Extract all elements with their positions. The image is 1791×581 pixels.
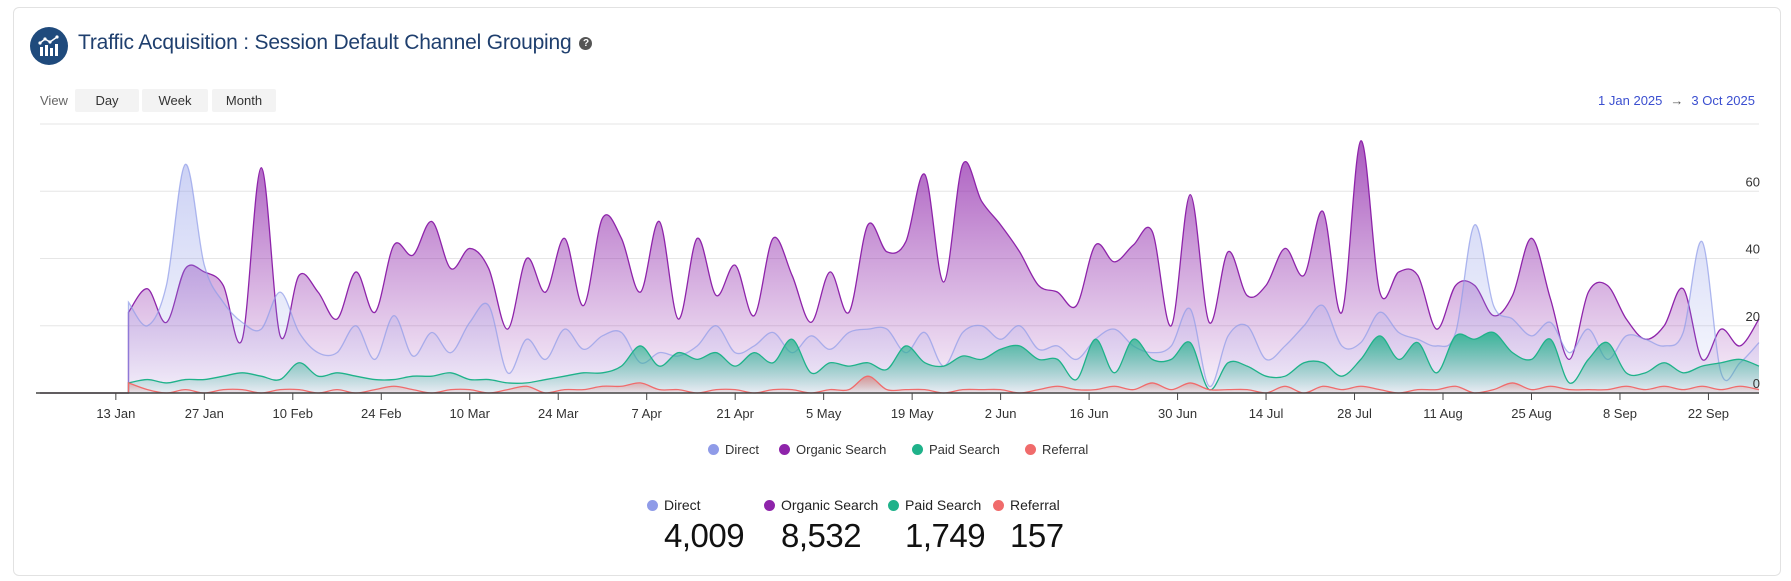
y-tick-label: 0 — [1753, 376, 1760, 391]
legend-direct[interactable]: Direct — [708, 442, 759, 457]
line-direct — [40, 163, 1760, 394]
title-text: Traffic Acquisition : Session Default Ch… — [78, 31, 572, 54]
date-range-end[interactable]: 3 Oct 2025 — [1691, 93, 1755, 108]
x-tick-label: 28 Jul — [1337, 406, 1372, 421]
x-tick-label: 19 May — [891, 406, 934, 421]
traffic-area-chart: 13 Jan 27 Jan 10 Feb 24 Feb 10 Mar 24 Mar 7 Ap… — [36, 123, 1760, 421]
x-tick-label: 22 Sep — [1688, 406, 1729, 421]
area-organic-search — [128, 140, 1760, 393]
legend-organic-search[interactable]: Organic Search — [779, 442, 886, 457]
total-label: Direct — [664, 497, 701, 513]
x-tick-label: 8 Sep — [1603, 406, 1637, 421]
x-tick-label: 10 Feb — [273, 406, 313, 421]
dot-icon — [993, 500, 1004, 511]
total-label: Paid Search — [905, 497, 982, 513]
arrow-right-icon: → — [1670, 93, 1684, 108]
legend-label: Organic Search — [796, 442, 887, 457]
view-month-button[interactable]: Month — [212, 89, 276, 112]
total-organic-search: Organic Search 8,532 — [764, 497, 878, 555]
legend-dot-icon — [912, 444, 923, 455]
x-tick-label: 5 May — [806, 406, 842, 421]
legend-dot-icon — [1025, 444, 1036, 455]
dot-icon — [888, 500, 899, 511]
x-tick-label: 25 Aug — [1511, 406, 1552, 421]
legend-label: Direct — [725, 442, 759, 457]
x-tick-label: 14 Jul — [1249, 406, 1284, 421]
view-label: View — [40, 93, 68, 108]
view-week-button[interactable]: Week — [142, 89, 208, 112]
x-tick-label: 2 Jun — [985, 406, 1017, 421]
date-range-start[interactable]: 1 Jan 2025 — [1598, 93, 1663, 108]
page-title: Traffic Acquisition : Session Default Ch… — [78, 31, 593, 55]
legend-label: Paid Search — [929, 442, 1000, 457]
total-direct: Direct 4,009 — [647, 497, 745, 555]
legend-label: Referral — [1042, 442, 1089, 457]
total-paid-search: Paid Search 1,749 — [888, 497, 986, 555]
area-paid-search — [128, 332, 1760, 393]
total-value: 8,532 — [781, 517, 862, 554]
dot-icon — [764, 500, 775, 511]
bar-chart-trend-icon — [30, 27, 68, 65]
line-paid-search — [40, 331, 1760, 394]
area-referral — [128, 376, 1760, 393]
x-tick-label: 16 Jun — [1070, 406, 1109, 421]
total-referral: Referral 157 — [993, 497, 1064, 555]
legend-dot-icon — [708, 444, 719, 455]
x-tick-label: 13 Jan — [96, 406, 135, 421]
y-tick-label: 20 — [1746, 309, 1760, 324]
legend-referral[interactable]: Referral — [1025, 442, 1088, 457]
date-range-picker[interactable]: 1 Jan 2025 → 3 Oct 2025 — [1598, 93, 1755, 108]
x-tick-label: 27 Jan — [185, 406, 224, 421]
y-tick-label: 40 — [1746, 242, 1760, 257]
x-tick-label: 11 Aug — [1423, 406, 1463, 421]
dot-icon — [647, 500, 658, 511]
x-tick-label: 21 Apr — [716, 406, 754, 421]
total-value: 157 — [1010, 517, 1064, 554]
x-tick-label: 10 Mar — [450, 406, 491, 421]
legend-dot-icon — [779, 444, 790, 455]
x-tick-label: 7 Apr — [632, 406, 663, 421]
y-tick-label: 60 — [1746, 174, 1760, 189]
x-tick-label: 30 Jun — [1158, 406, 1197, 421]
total-label: Organic Search — [781, 497, 879, 513]
legend-paid-search[interactable]: Paid Search — [912, 442, 1000, 457]
question-circle-icon[interactable]: ? — [579, 36, 593, 50]
total-value: 4,009 — [664, 517, 745, 554]
total-value: 1,749 — [905, 517, 986, 554]
x-tick-label: 24 Feb — [361, 406, 401, 421]
total-label: Referral — [1010, 497, 1060, 513]
x-tick-label: 24 Mar — [538, 406, 579, 421]
view-day-button[interactable]: Day — [75, 89, 139, 112]
